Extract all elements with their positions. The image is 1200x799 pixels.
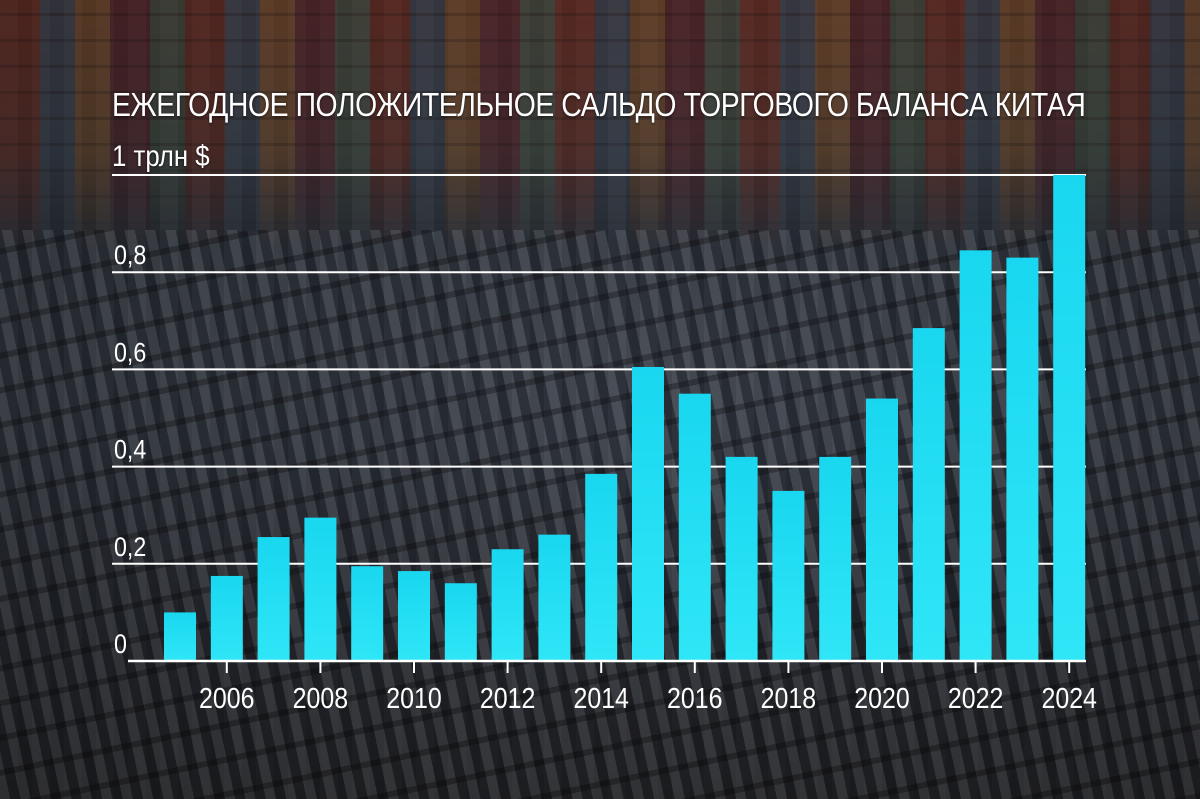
bar-2018 bbox=[772, 490, 805, 661]
x-tick-label: 2018 bbox=[761, 682, 816, 714]
x-tick-label: 2014 bbox=[573, 682, 628, 714]
bar-2013 bbox=[538, 534, 571, 661]
x-tick-label: 2008 bbox=[293, 682, 348, 714]
background-container-yard bbox=[0, 0, 1200, 250]
bar-2014 bbox=[585, 473, 618, 661]
bar-2015 bbox=[632, 366, 664, 661]
bar-2024 bbox=[1053, 175, 1086, 661]
x-tick-label: 2010 bbox=[386, 682, 441, 714]
y-axis-unit-label: 1 трлн $ bbox=[112, 140, 210, 173]
bar-2021 bbox=[912, 328, 945, 661]
bar-2012 bbox=[491, 549, 524, 661]
y-tick-label: 0,2 bbox=[114, 532, 146, 562]
y-tick-label: 0 bbox=[114, 629, 127, 659]
x-tick-label: 2006 bbox=[199, 682, 254, 714]
x-tick-label: 2016 bbox=[667, 682, 722, 714]
chart-title: ЕЖЕГОДНОЕ ПОЛОЖИТЕЛЬНОЕ САЛЬДО ТОРГОВОГО… bbox=[112, 86, 1086, 123]
bar-2020 bbox=[866, 398, 898, 661]
y-tick-label: 0,4 bbox=[114, 435, 146, 465]
bars bbox=[164, 175, 1086, 661]
bar-2016 bbox=[678, 393, 711, 661]
x-tick-label: 2022 bbox=[948, 682, 1003, 714]
bar-2017 bbox=[725, 456, 758, 661]
tick-labels: 0 0,2 0,4 0,6 0,8 2006 2008 2010 2012 2014 2016 201… bbox=[114, 241, 1097, 715]
bar-2011 bbox=[444, 583, 477, 661]
x-tick-label: 2024 bbox=[1041, 682, 1096, 714]
bar-2005 bbox=[164, 612, 196, 661]
bar-2009 bbox=[351, 566, 384, 661]
bar-2010 bbox=[398, 571, 430, 661]
y-tick-label: 0,8 bbox=[114, 241, 146, 271]
bar-2019 bbox=[819, 456, 852, 661]
bar-2006 bbox=[210, 575, 243, 661]
y-tick-label: 0,6 bbox=[114, 338, 146, 368]
x-tick-label: 2020 bbox=[854, 682, 909, 714]
bar-2007 bbox=[257, 537, 290, 661]
bar-2022 bbox=[959, 250, 992, 661]
bar-2023 bbox=[1006, 257, 1039, 661]
x-axis bbox=[128, 659, 1086, 673]
x-tick-label: 2012 bbox=[480, 682, 535, 714]
bar-2008 bbox=[304, 517, 337, 661]
